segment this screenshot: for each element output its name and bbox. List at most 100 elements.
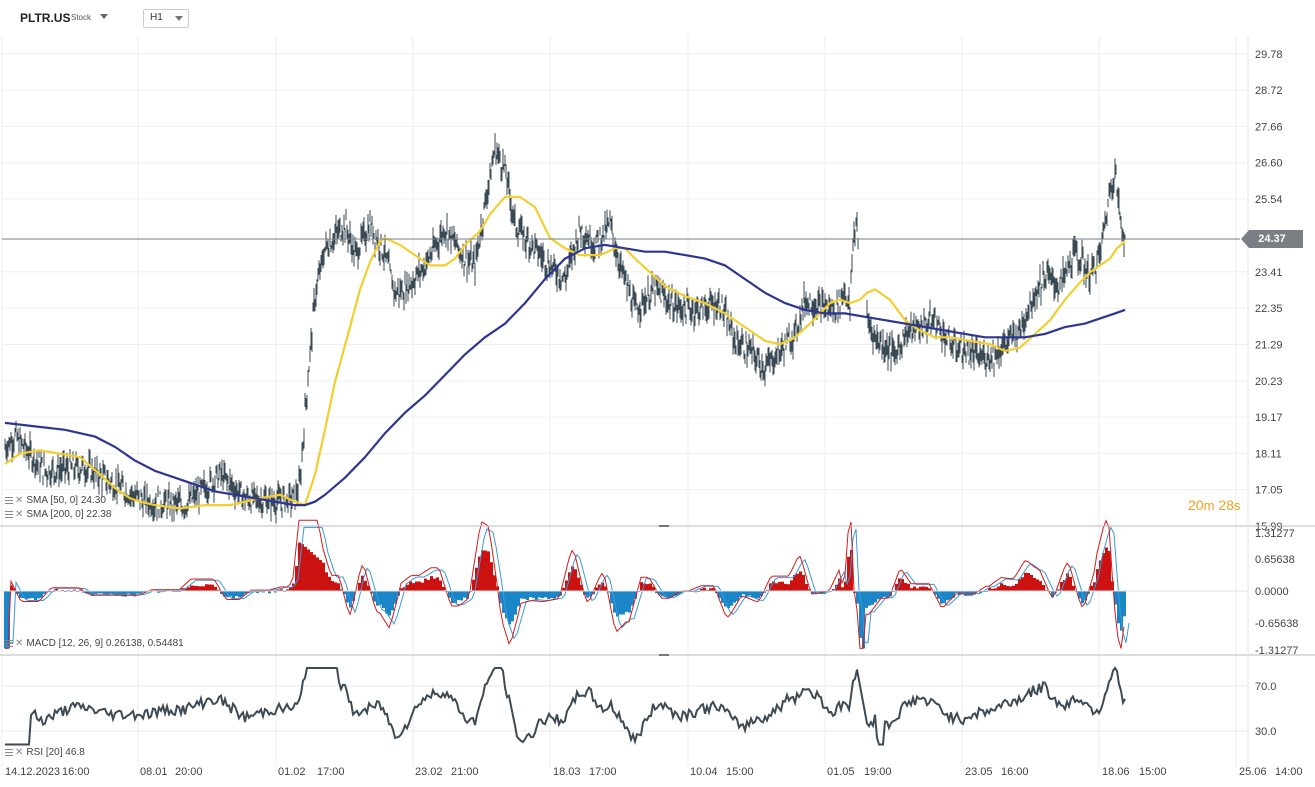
legend-sma50[interactable]: ✕ SMA [50, 0] 24.30: [5, 495, 106, 506]
macd-histogram-bar: [712, 588, 715, 591]
macd-histogram-bar: [511, 591, 514, 622]
macd-histogram-bar: [289, 586, 292, 591]
rsi-line: [5, 666, 1126, 746]
macd-histogram-bar: [520, 591, 523, 599]
macd-histogram-bar: [385, 591, 388, 614]
macd-histogram-bar: [937, 591, 940, 599]
macd-histogram-bar: [1036, 579, 1039, 591]
macd-histogram-bar: [1084, 591, 1087, 601]
macd-histogram-bar: [592, 591, 595, 595]
macd-histogram-bar: [913, 586, 916, 591]
macd-histogram-bar: [1030, 574, 1033, 591]
time-axis-date: 18.06: [1102, 766, 1130, 778]
macd-histogram-bar: [1066, 573, 1069, 591]
macd-histogram-bar: [538, 591, 541, 598]
macd-histogram-bar: [841, 587, 844, 591]
macd-histogram-bar: [1102, 553, 1105, 591]
menu-icon[interactable]: [5, 510, 13, 518]
macd-histogram-bar: [586, 591, 589, 598]
legend-macd[interactable]: ✕ MACD [12, 26, 9] 0.26138, 0.54481: [5, 638, 184, 649]
macd-histogram-bar: [1000, 583, 1003, 591]
macd-histogram-bar: [1120, 591, 1123, 631]
macd-histogram-bar: [193, 585, 196, 591]
macd-histogram-bar: [727, 591, 730, 609]
macd-histogram-bar: [700, 588, 703, 591]
macd-histogram-bar: [37, 591, 40, 599]
macd-histogram-bar: [1108, 551, 1111, 591]
macd-histogram-bar: [133, 591, 136, 597]
macd-histogram-bar: [1018, 579, 1021, 591]
macd-histogram-bar: [325, 572, 328, 591]
pane-resize-handle: [659, 654, 669, 656]
macd-histogram-bar: [43, 591, 46, 594]
macd-histogram-bar: [844, 581, 847, 591]
time-axis-hour: 16:00: [1001, 766, 1029, 778]
macd-histogram-bar: [457, 591, 460, 600]
legend-rsi[interactable]: ✕ RSI [20] 46.8: [5, 747, 85, 758]
menu-icon[interactable]: [5, 639, 13, 647]
rsi-axis-label: 70.0: [1255, 681, 1276, 693]
macd-histogram-bar: [409, 581, 412, 591]
time-axis-hour: 19:00: [864, 766, 892, 778]
macd-histogram-bar: [1105, 547, 1108, 591]
macd-histogram-bar: [406, 584, 409, 591]
macd-histogram-bar: [316, 557, 319, 591]
menu-icon[interactable]: [5, 496, 13, 504]
countdown-minutes: 20: [1188, 497, 1204, 513]
macd-histogram-bar: [190, 585, 193, 591]
macd-histogram-bar: [352, 591, 355, 602]
symbol-title[interactable]: PLTR.US: [20, 11, 71, 25]
macd-histogram-bar: [292, 583, 295, 591]
countdown-min-unit: m: [1203, 498, 1215, 513]
macd-histogram-bar: [703, 587, 706, 591]
macd-histogram-bar: [472, 579, 475, 591]
timeframe-select[interactable]: H1: [143, 9, 189, 28]
symbol-dropdown-icon[interactable]: [100, 14, 108, 19]
close-icon[interactable]: ✕: [15, 638, 24, 649]
macd-histogram-bar: [238, 591, 241, 598]
macd-histogram-bar: [4, 591, 7, 649]
countdown-seconds: 28: [1218, 497, 1234, 513]
price-axis-label: 21.29: [1255, 340, 1283, 352]
macd-histogram-bar: [589, 591, 592, 597]
macd-histogram-bar: [646, 584, 649, 591]
macd-histogram-bar: [364, 580, 367, 591]
menu-icon[interactable]: [5, 748, 13, 756]
macd-histogram-bar: [742, 591, 745, 595]
macd-histogram-bar: [517, 591, 520, 607]
macd-signal-line: [10, 526, 1130, 644]
time-axis-hour: 15:00: [726, 766, 754, 778]
macd-histogram-bar: [781, 581, 784, 591]
time-axis-date: 10.04: [690, 766, 718, 778]
macd-histogram-bar: [925, 586, 928, 591]
macd-histogram-bar: [13, 588, 16, 591]
time-axis-hour: 14:00: [1275, 766, 1303, 778]
macd-histogram-bar: [1072, 585, 1075, 591]
macd-histogram-bar: [277, 589, 280, 591]
macd-histogram-bar: [598, 584, 601, 591]
macd-histogram-bar: [55, 588, 58, 591]
macd-histogram-bar: [334, 582, 337, 591]
macd-histogram-bar: [979, 591, 982, 594]
macd-histogram-bar: [811, 591, 814, 595]
macd-histogram-bar: [625, 591, 628, 612]
macd-histogram-bar: [1093, 582, 1096, 591]
macd-histogram-bar: [295, 566, 298, 591]
macd-histogram-bar: [97, 591, 100, 594]
macd-histogram-bar: [34, 591, 37, 601]
macd-histogram-bar: [187, 587, 190, 591]
macd-histogram-bar: [424, 578, 427, 591]
legend-sma200[interactable]: ✕ SMA [200, 0] 22.38: [5, 509, 111, 520]
macd-histogram-bar: [670, 591, 673, 598]
close-icon[interactable]: ✕: [15, 495, 24, 506]
macd-histogram-bar: [232, 591, 235, 599]
macd-histogram-bar: [454, 591, 457, 604]
macd-histogram-bar: [493, 575, 496, 591]
close-icon[interactable]: ✕: [15, 509, 24, 520]
close-icon[interactable]: ✕: [15, 747, 24, 758]
macd-axis-label: 0.0000: [1255, 586, 1289, 598]
macd-histogram-bar: [640, 582, 643, 591]
price-axis-label: 25.54: [1255, 194, 1283, 206]
macd-histogram-bar: [1003, 584, 1006, 591]
